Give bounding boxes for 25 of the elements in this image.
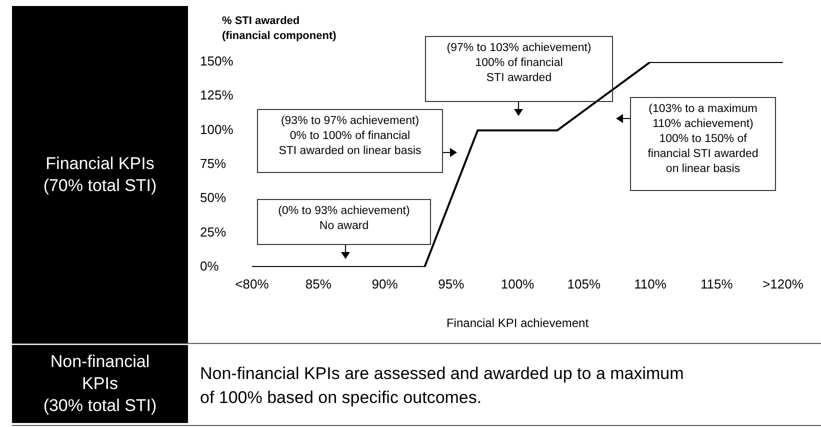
y-tick-label: 100%	[200, 122, 234, 137]
x-tick-label: 90%	[372, 276, 398, 292]
x-tick-label: 105%	[567, 276, 601, 292]
y-tick-label: 75%	[200, 156, 226, 172]
x-tick-label: >120%	[762, 276, 804, 292]
y-axis-title: % STI awarded (financial component)	[222, 14, 336, 44]
text: Non-financial KPIs are assessed and awarded up to a maximum of 100% based on specific outcomes.	[200, 363, 684, 409]
y-tick-label: 125%	[200, 88, 234, 103]
text: Financial KPIs (70% total STI)	[12, 6, 188, 343]
text: Non-financial KPIs (30% total STI)	[12, 345, 188, 423]
y-tick-label: 50%	[200, 190, 226, 206]
x-axis-title: Financial KPI achievement	[446, 316, 590, 330]
x-tick-label: 85%	[305, 276, 332, 292]
x-tick-label: <80%	[235, 276, 270, 292]
x-tick-label: 115%	[700, 276, 734, 292]
annotation: (93% to 97% achievement) 0% to 100% of financial STI awarded on linear basis	[257, 109, 443, 173]
annotation: (97% to 103% achievement) 100% of financial STI awarded	[425, 36, 613, 102]
y-tick-label: 150%	[200, 54, 234, 69]
y-tick-label: 25%	[200, 224, 226, 240]
x-tick-label: 100%	[500, 276, 535, 292]
annotation: (103% to a maximum 110% achievement) 100% to 150% of financial STI awarded on linear basis	[630, 97, 776, 191]
x-tick-label: 110%	[634, 276, 667, 292]
annotation: (0% to 93% achievement) No award	[257, 199, 431, 245]
x-tick-label: 95%	[438, 276, 465, 292]
y-tick-label: 0%	[200, 258, 220, 274]
